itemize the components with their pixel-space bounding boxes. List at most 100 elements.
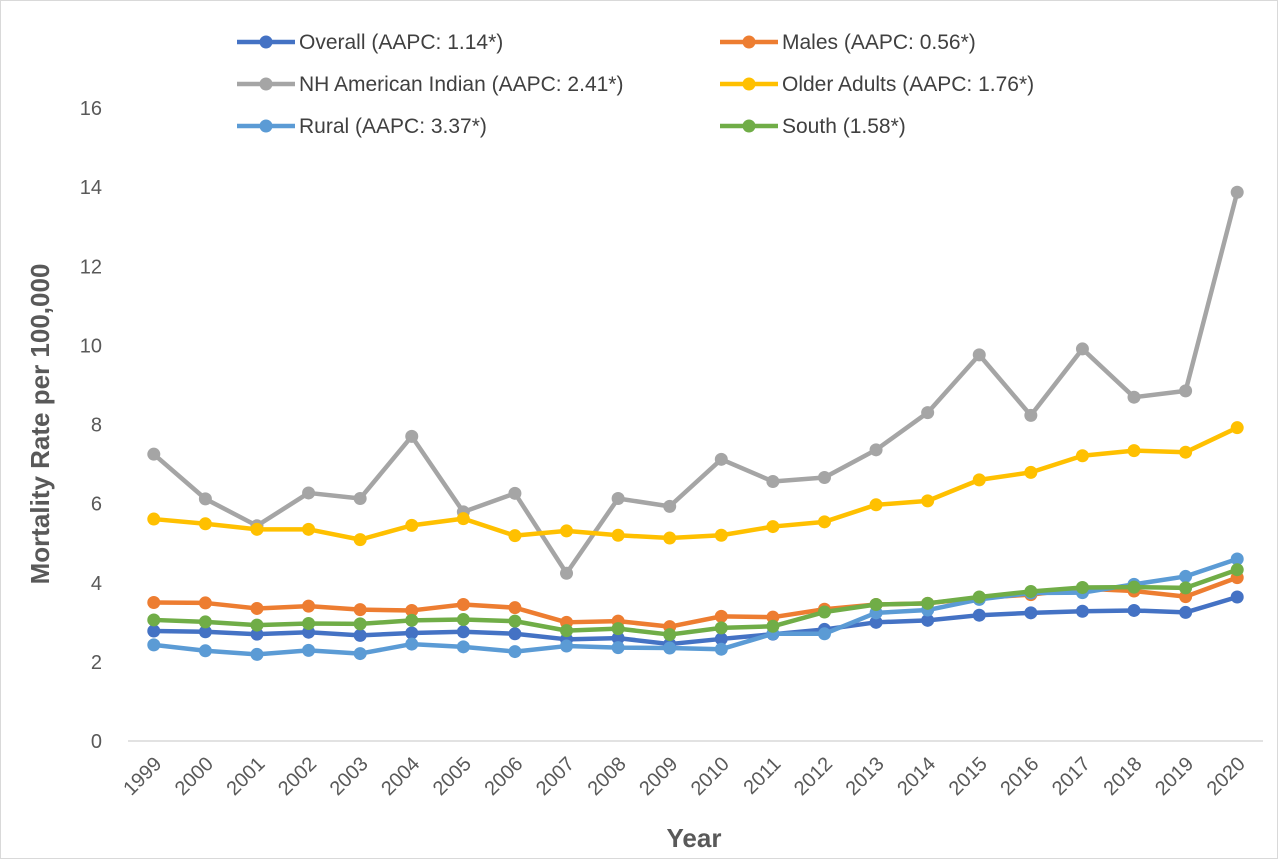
- data-point: [508, 627, 522, 641]
- data-point: [766, 474, 780, 488]
- data-point: [198, 644, 212, 658]
- series-line: [153, 575, 1238, 629]
- data-point: [1179, 605, 1193, 619]
- series-group: [147, 421, 1244, 547]
- data-point: [250, 618, 264, 632]
- data-point: [353, 628, 367, 642]
- x-tick-label: 2001: [222, 753, 269, 800]
- data-point: [663, 628, 677, 642]
- data-point: [817, 471, 831, 485]
- data-point: [869, 598, 883, 612]
- series-line: [153, 556, 1238, 657]
- data-point: [302, 486, 316, 500]
- data-point: [611, 631, 625, 645]
- data-point: [250, 601, 264, 615]
- legend-item: Males (AAPC: 0.56*): [720, 31, 976, 54]
- x-tick-label: 2009: [635, 753, 682, 800]
- legend-item: NH American Indian (AAPC: 2.41*): [237, 73, 623, 96]
- y-tick-label: 6: [91, 494, 102, 516]
- data-point: [1179, 445, 1193, 459]
- legend-label: NH American Indian (AAPC: 2.41*): [299, 73, 623, 96]
- y-axis-title: Mortality Rate per 100,000: [25, 264, 55, 585]
- data-point: [766, 619, 780, 633]
- series-line: [152, 191, 1240, 576]
- data-point: [560, 524, 574, 538]
- x-tick-label: 2000: [171, 753, 218, 800]
- data-point: [560, 566, 574, 580]
- data-point: [817, 605, 831, 619]
- data-point: [1024, 465, 1038, 479]
- data-point: [817, 515, 831, 529]
- data-point: [972, 473, 986, 487]
- data-point: [508, 614, 522, 628]
- legend-swatch-marker: [742, 35, 756, 49]
- legend-swatch-marker: [259, 77, 273, 91]
- data-point: [456, 613, 470, 627]
- data-point: [353, 533, 367, 547]
- y-tick-label: 10: [80, 335, 102, 357]
- legend-item: South (1.58*): [720, 115, 906, 138]
- x-tick-label: 2011: [739, 753, 785, 799]
- data-point: [147, 596, 161, 610]
- y-tick-label: 0: [91, 731, 102, 753]
- data-point: [508, 601, 522, 615]
- data-point: [353, 491, 367, 505]
- data-point: [1024, 584, 1038, 598]
- data-point: [456, 640, 470, 654]
- data-point: [1230, 590, 1244, 604]
- legend-swatch-marker: [259, 35, 273, 49]
- data-point: [147, 638, 161, 652]
- data-point: [817, 627, 831, 641]
- y-tick-label: 14: [80, 177, 102, 199]
- legend-label: Rural (AAPC: 3.37*): [299, 115, 487, 138]
- data-point: [1230, 552, 1244, 566]
- x-tick-label: 2018: [1100, 753, 1147, 800]
- x-tick-label: 2016: [996, 753, 1043, 800]
- data-point: [353, 617, 367, 631]
- y-tick-labels: 0 2 4 6 8 10 12 14 16: [80, 98, 102, 753]
- series-group: [147, 185, 1244, 580]
- data-point: [405, 613, 419, 627]
- data-point: [714, 642, 728, 656]
- data-point: [663, 531, 677, 545]
- data-point: [147, 613, 161, 627]
- data-point: [147, 447, 161, 461]
- data-point: [1024, 408, 1038, 422]
- data-point: [921, 406, 935, 420]
- data-point: [198, 492, 212, 506]
- data-point: [921, 596, 935, 610]
- data-point: [302, 643, 316, 657]
- series-line: [153, 567, 1238, 637]
- data-point: [405, 603, 419, 617]
- legend-label: South (1.58*): [782, 115, 906, 138]
- data-point: [250, 522, 264, 536]
- x-tick-label: 2013: [842, 753, 889, 800]
- data-point: [1075, 342, 1089, 356]
- y-tick-label: 12: [80, 256, 102, 278]
- legend-label: Males (AAPC: 0.56*): [782, 31, 976, 54]
- data-point: [405, 429, 419, 443]
- data-point: [1024, 606, 1038, 620]
- legend-swatch-marker: [742, 77, 756, 91]
- legend: Overall (AAPC: 1.14*) Males (AAPC: 0.56*)…: [237, 31, 1034, 138]
- data-point: [766, 520, 780, 534]
- data-point: [663, 641, 677, 655]
- data-point: [302, 616, 316, 630]
- data-point: [198, 596, 212, 610]
- data-point: [869, 498, 883, 512]
- legend-item: Rural (AAPC: 3.37*): [237, 115, 487, 138]
- data-point: [714, 621, 728, 635]
- series-line: [153, 425, 1239, 542]
- data-point: [714, 452, 728, 466]
- x-tick-label: 2010: [687, 753, 734, 800]
- x-axis-title: Year: [667, 823, 722, 853]
- data-point: [921, 494, 935, 508]
- data-point: [456, 625, 470, 639]
- data-point: [714, 632, 728, 646]
- data-point: [508, 529, 522, 543]
- legend-swatch-marker: [742, 119, 756, 133]
- data-point: [1179, 581, 1193, 595]
- series-lines: [147, 185, 1244, 661]
